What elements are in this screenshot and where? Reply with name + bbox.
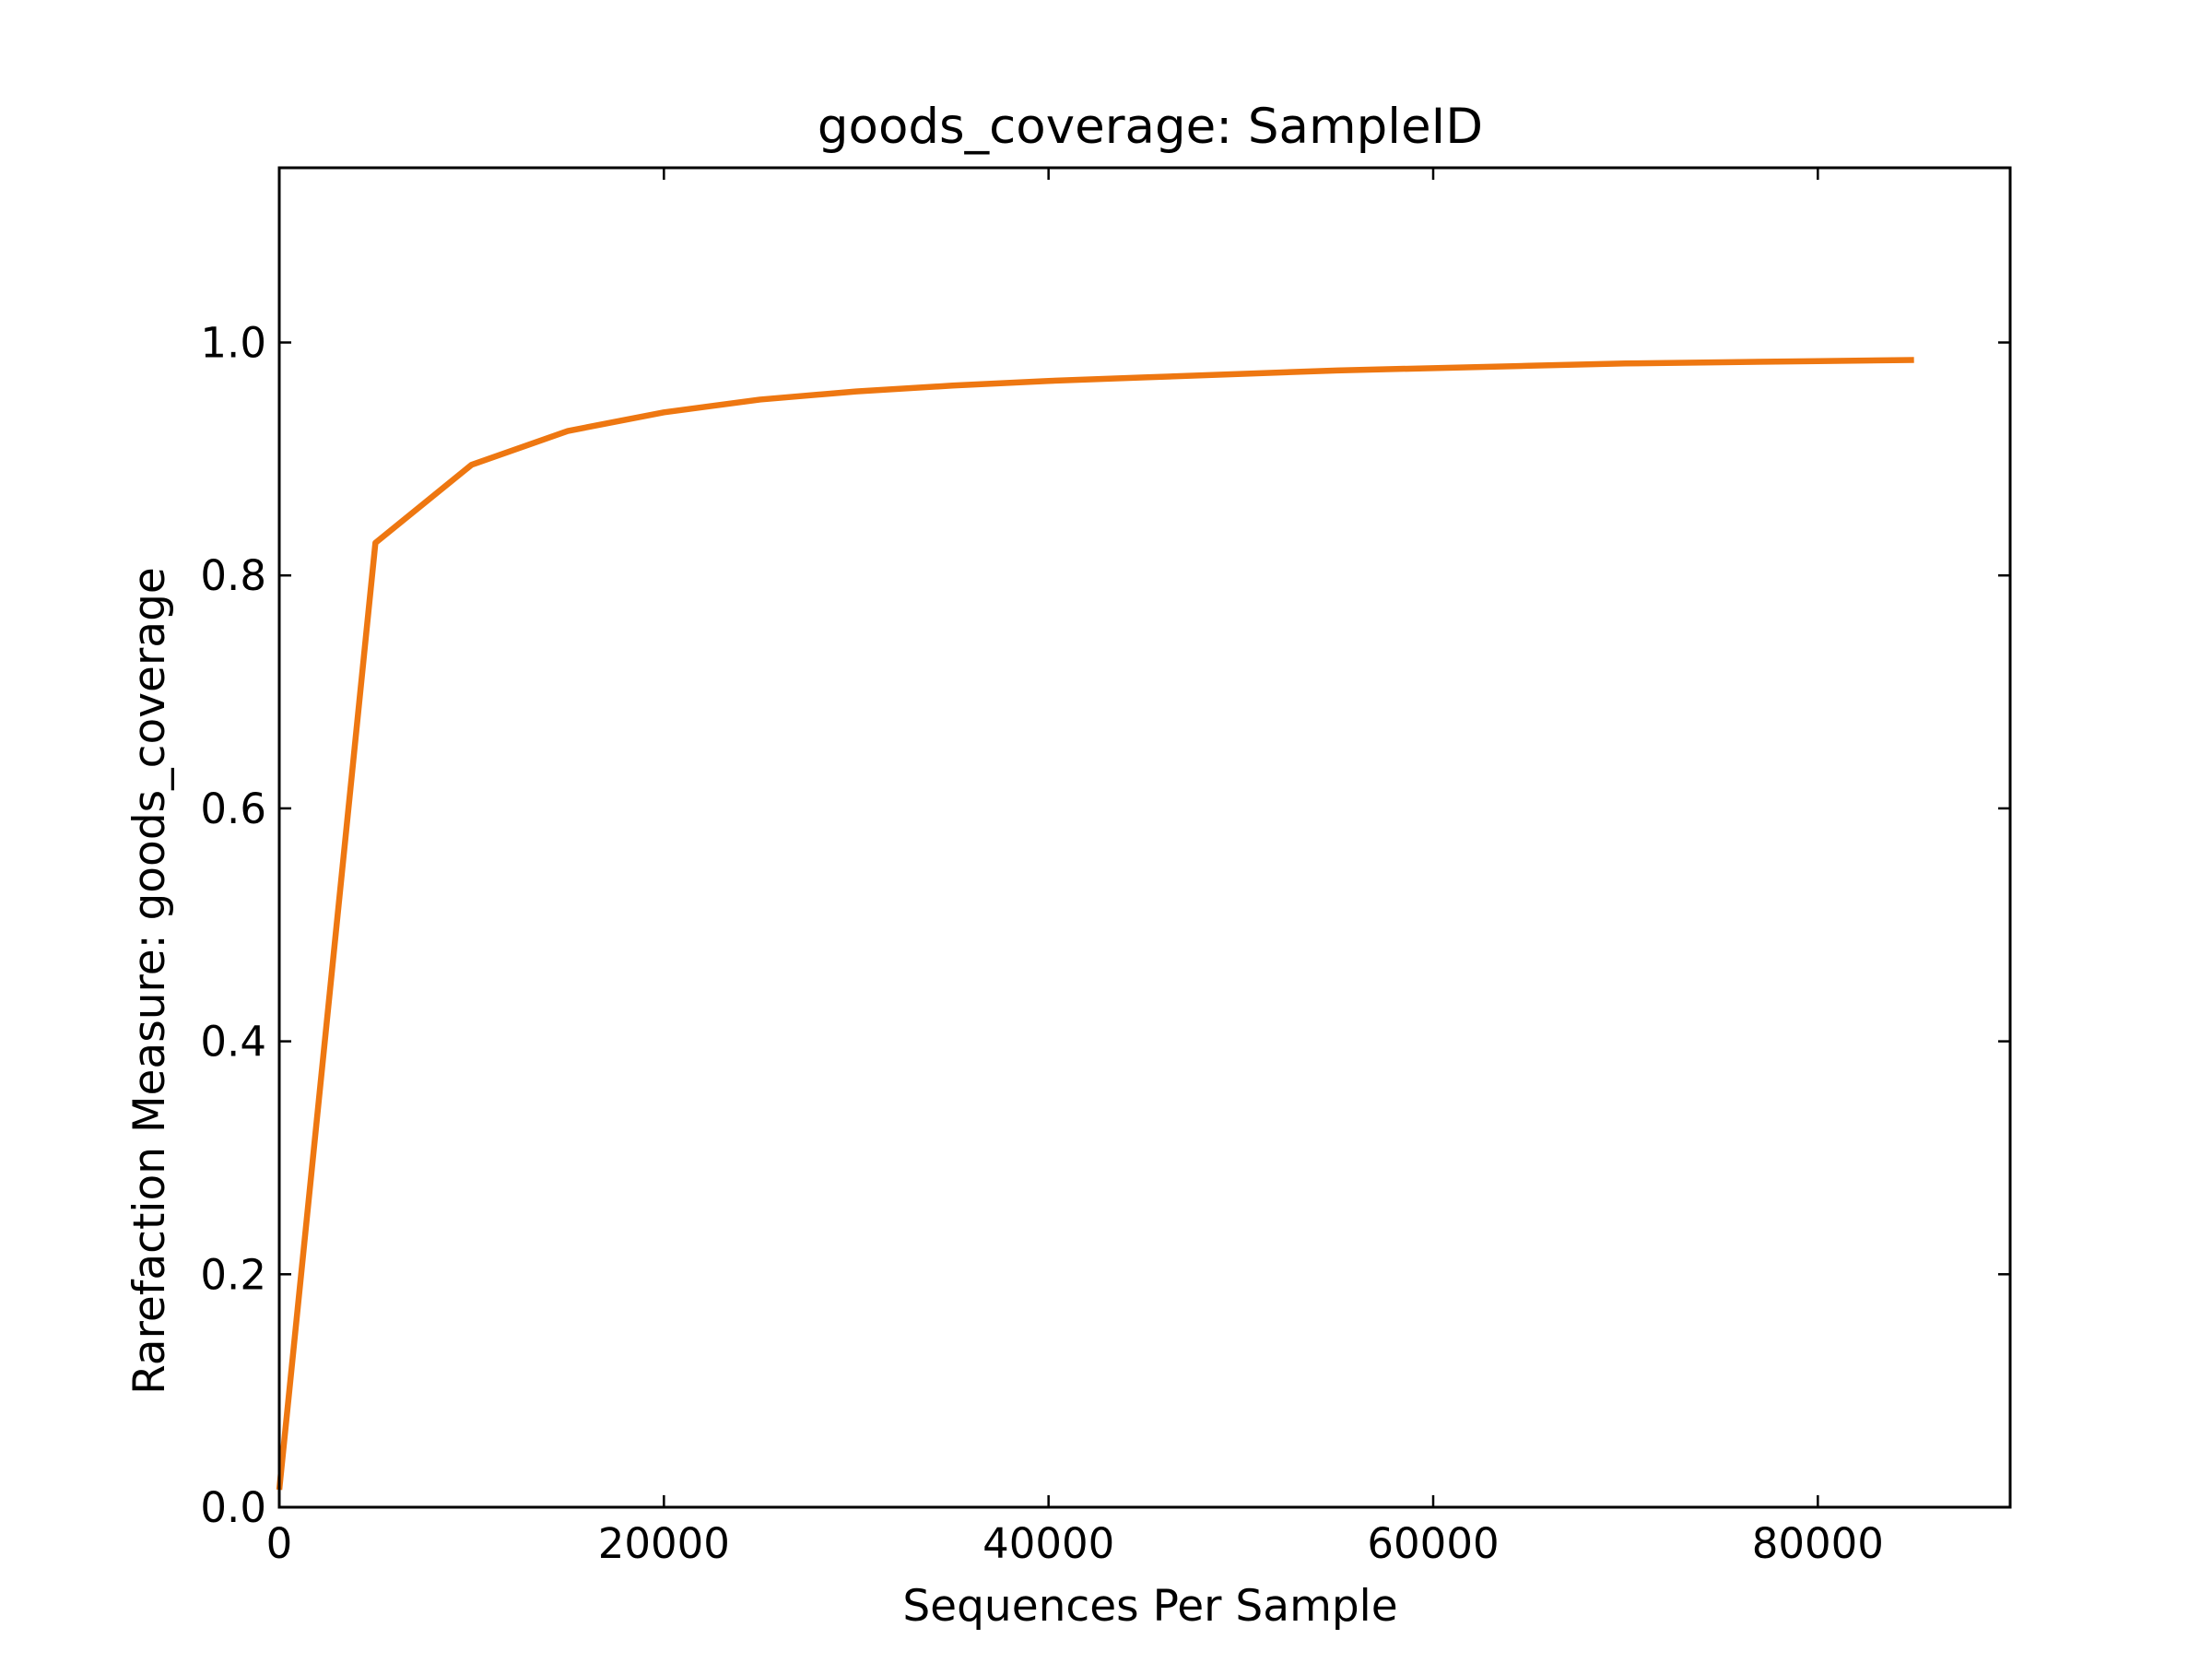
x-tick-label: 0 <box>266 1519 293 1568</box>
x-tick-label: 80000 <box>1752 1519 1884 1568</box>
x-axis-label: Sequences Per Sample <box>902 1581 1397 1632</box>
x-tick-label: 60000 <box>1367 1519 1499 1568</box>
plot-area: 0 20000 40000 60000 80000 0.0 0.2 0.4 0.6 0.8 1.0 <box>200 166 2012 1568</box>
chart-title: goods_coverage: SampleID <box>818 99 1483 155</box>
y-tick-label: 0.4 <box>200 1018 266 1067</box>
y-tick-label: 0.0 <box>200 1483 266 1532</box>
y-tick-label: 0.8 <box>200 551 266 600</box>
y-axis-label: Rarefaction Measure: goods_coverage <box>124 567 175 1395</box>
series-line-0 <box>276 357 1914 1491</box>
y-tick-label: 0.2 <box>200 1250 266 1299</box>
x-tick-label: 20000 <box>598 1519 730 1568</box>
y-tick-label: 1.0 <box>200 319 266 368</box>
x-tick-label: 40000 <box>982 1519 1114 1568</box>
y-tick-label: 0.6 <box>200 784 266 833</box>
axes-frame <box>277 166 2012 1509</box>
